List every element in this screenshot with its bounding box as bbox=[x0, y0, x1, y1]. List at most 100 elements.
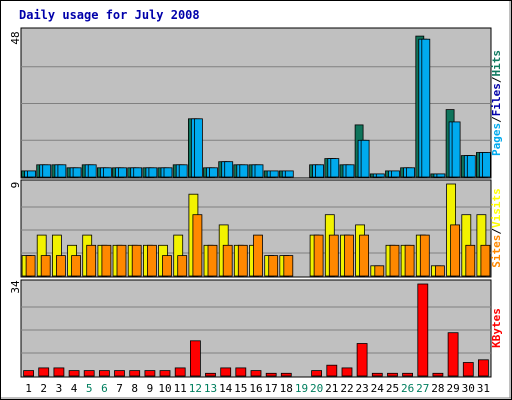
hits-bar-pages-day-25 bbox=[391, 170, 400, 178]
hits-bar-pages-day-13 bbox=[209, 167, 218, 178]
kbytes-bar-kbytes-day-3 bbox=[53, 367, 65, 377]
visits-bar-sites-day-21 bbox=[328, 234, 339, 277]
visits-bar-sites-day-27 bbox=[419, 234, 430, 277]
hits-panel: 48 Pages/Files/Hits bbox=[9, 27, 503, 179]
x-tick-label-day-26: 26 bbox=[401, 382, 414, 395]
x-tick-label-day-9: 9 bbox=[147, 382, 154, 395]
hits-bar-pages-day-12 bbox=[193, 118, 203, 178]
visits-legend-item-sites: Sites bbox=[490, 235, 503, 268]
hits-bar-pages-day-18 bbox=[284, 170, 294, 178]
visits-bar-sites-day-23 bbox=[359, 234, 370, 277]
hits-bar-pages-day-3 bbox=[57, 164, 67, 178]
kbytes-panel-bg bbox=[20, 279, 492, 378]
visits-bar-sites-day-15 bbox=[237, 244, 248, 277]
visits-bar-sites-day-29 bbox=[450, 224, 461, 277]
hits-bar-pages-day-2 bbox=[42, 164, 52, 178]
x-tick-label-day-17: 17 bbox=[265, 382, 278, 395]
hits-bar-pages-day-15 bbox=[239, 164, 249, 178]
x-tick-label-day-31: 31 bbox=[477, 382, 490, 395]
hits-legend-item-files: Files bbox=[490, 83, 503, 116]
visits-bar-sites-day-13 bbox=[207, 244, 218, 277]
kbytes-bar-kbytes-day-11 bbox=[174, 367, 186, 377]
x-tick-label-day-13: 13 bbox=[204, 382, 217, 395]
visits-bar-sites-day-18 bbox=[283, 255, 294, 277]
hits-bar-pages-day-20 bbox=[315, 164, 325, 178]
visits-bar-sites-day-31 bbox=[480, 244, 491, 277]
x-tick-label-day-23: 23 bbox=[355, 382, 368, 395]
visits-legend-text: Sites/Visits bbox=[490, 188, 503, 268]
kbytes-bar-kbytes-day-1 bbox=[23, 370, 35, 377]
x-tick-label-day-7: 7 bbox=[116, 382, 123, 395]
x-tick-label-day-11: 11 bbox=[174, 382, 187, 395]
hits-legend-item-hits: Hits bbox=[490, 50, 503, 77]
hits-bar-pages-day-30 bbox=[466, 155, 476, 178]
kbytes-bar-kbytes-day-26 bbox=[402, 372, 414, 377]
visits-bar-sites-day-16 bbox=[253, 234, 263, 277]
hits-bar-pages-day-9 bbox=[148, 167, 158, 178]
kbytes-bar-kbytes-day-10 bbox=[159, 370, 171, 377]
kbytes-bar-kbytes-day-18 bbox=[280, 372, 292, 377]
kbytes-bar-kbytes-day-9 bbox=[144, 370, 156, 377]
x-tick-label-day-30: 30 bbox=[462, 382, 475, 395]
x-tick-label-day-24: 24 bbox=[371, 382, 385, 395]
visits-bar-sites-day-4 bbox=[71, 255, 81, 277]
kbytes-bar-kbytes-day-4 bbox=[68, 370, 80, 377]
hits-bar-pages-day-26 bbox=[406, 167, 416, 178]
hits-bar-pages-day-5 bbox=[87, 164, 97, 178]
visits-bar-sites-day-10 bbox=[162, 255, 172, 277]
visits-bar-sites-day-30 bbox=[465, 244, 476, 277]
x-tick-label-day-22: 22 bbox=[340, 382, 353, 395]
x-tick-label-day-2: 2 bbox=[40, 382, 47, 395]
kbytes-legend: KBytes bbox=[490, 308, 503, 348]
hits-bar-pages-day-31 bbox=[481, 152, 491, 178]
hits-bar-pages-day-14 bbox=[224, 161, 234, 178]
kbytes-bar-kbytes-day-23 bbox=[356, 343, 368, 377]
kbytes-bar-kbytes-day-5 bbox=[83, 370, 95, 377]
visits-legend-separator: / bbox=[490, 228, 503, 235]
kbytes-bar-kbytes-day-21 bbox=[326, 364, 338, 377]
x-tick-label-day-28: 28 bbox=[431, 382, 444, 395]
x-tick-label-day-14: 14 bbox=[219, 382, 233, 395]
hits-bar-pages-day-17 bbox=[269, 170, 279, 178]
x-tick-label-day-29: 29 bbox=[446, 382, 459, 395]
x-tick-label-day-25: 25 bbox=[386, 382, 399, 395]
visits-bar-sites-day-7 bbox=[116, 244, 127, 277]
kbytes-bar-kbytes-day-28 bbox=[432, 372, 444, 377]
kbytes-legend-text: KBytes bbox=[490, 308, 503, 348]
hits-bars bbox=[21, 35, 491, 178]
hits-legend-separator: / bbox=[490, 76, 503, 83]
visits-bar-sites-day-5 bbox=[86, 244, 97, 277]
x-tick-label-day-4: 4 bbox=[71, 382, 78, 395]
hits-bar-pages-day-24 bbox=[375, 173, 385, 178]
x-tick-label-day-18: 18 bbox=[280, 382, 293, 395]
hits-bar-pages-day-22 bbox=[345, 164, 355, 178]
hits-bar-pages-day-7 bbox=[118, 167, 127, 178]
kbytes-bar-kbytes-day-13 bbox=[205, 372, 216, 377]
visits-bar-sites-day-26 bbox=[404, 244, 415, 277]
kbytes-bar-kbytes-day-20 bbox=[311, 370, 323, 377]
kbytes-bar-kbytes-day-27 bbox=[417, 283, 429, 377]
x-tick-label-day-21: 21 bbox=[325, 382, 338, 395]
visits-bar-sites-day-17 bbox=[268, 255, 279, 277]
hits-gridlines bbox=[21, 66, 491, 141]
x-tick-label-day-10: 10 bbox=[158, 382, 171, 395]
visits-legend-item-visits: Visits bbox=[490, 188, 503, 228]
kbytes-bar-kbytes-day-22 bbox=[341, 367, 353, 377]
visits-bar-sites-day-14 bbox=[222, 244, 233, 277]
kbytes-gridlines bbox=[21, 306, 491, 354]
visits-bar-sites-day-12 bbox=[192, 214, 203, 277]
chart-title: Daily usage for July 2008 bbox=[19, 8, 200, 22]
hits-bar-pages-day-29 bbox=[451, 121, 461, 178]
hits-bar-pages-day-1 bbox=[27, 170, 37, 178]
kbytes-bar-kbytes-day-6 bbox=[99, 370, 110, 377]
kbytes-bar-kbytes-day-25 bbox=[387, 372, 398, 377]
hits-ymax-label: 48 bbox=[9, 31, 22, 44]
x-axis-labels: 1 2 3 4 5 6 7 8 9 10 11 12 13 14 15 16 17 18 19 20 21 22 23 24 2… bbox=[25, 382, 490, 395]
hits-bar-pages-day-11 bbox=[178, 164, 188, 178]
kbytes-ymax-label: 34 bbox=[9, 280, 22, 294]
hits-legend-separator: / bbox=[490, 116, 503, 123]
hits-bar-pages-day-10 bbox=[163, 167, 173, 178]
visits-bar-sites-day-24 bbox=[374, 265, 385, 277]
visits-panel: 9 Sites/Visits bbox=[9, 179, 503, 278]
hits-bar-pages-day-16 bbox=[254, 164, 264, 178]
